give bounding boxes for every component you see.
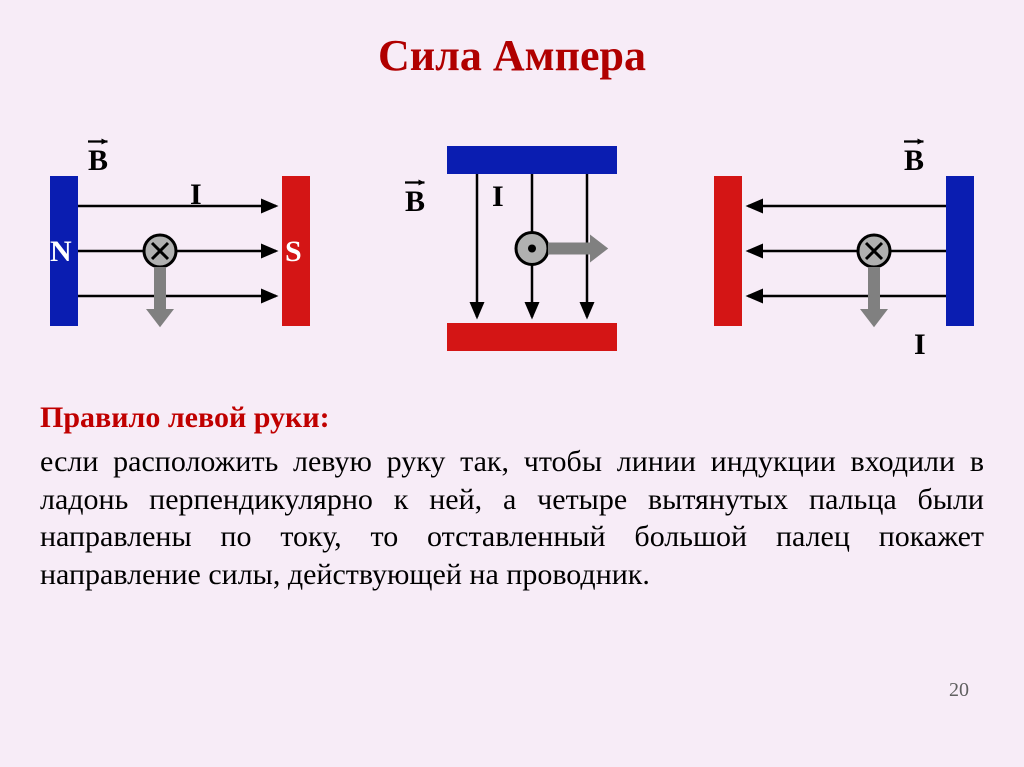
diagram-row: BINS BI BI — [50, 111, 974, 371]
svg-text:B: B — [88, 144, 108, 177]
svg-text:S: S — [285, 235, 302, 268]
svg-text:N: N — [50, 235, 72, 268]
diagram-1: B I N S — [50, 126, 310, 356]
page-title: Сила Ампера — [40, 30, 984, 81]
slide: Сила Ампера BINS BI BI Правило левой рук… — [0, 0, 1024, 767]
svg-text:I: I — [914, 328, 926, 356]
rule-title: Правило левой руки: — [40, 401, 984, 435]
svg-text:B: B — [405, 185, 425, 218]
svg-text:I: I — [190, 178, 202, 211]
svg-text:B: B — [904, 144, 924, 177]
svg-text:I: I — [492, 180, 504, 213]
page-number: 20 — [949, 679, 969, 702]
rule-body: если расположить левую руку так, чтобы л… — [40, 443, 984, 593]
diagram-2: BI — [402, 126, 622, 356]
diagram-3: BI — [714, 126, 974, 356]
